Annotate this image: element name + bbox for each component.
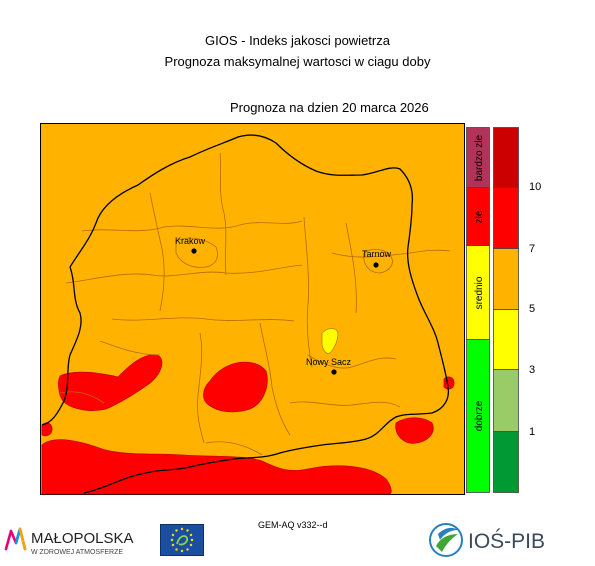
pollution-area-east-edge <box>443 376 455 390</box>
scale-band-bad <box>493 187 519 249</box>
city-marker-nowy-sacz <box>331 369 337 375</box>
category-bardzo-zle-band <box>466 127 490 188</box>
pollution-area-south <box>41 439 392 495</box>
category-label-dobrze: dobrze <box>474 400 485 431</box>
forecast-map: Krakow Tarnow Nowy Sacz <box>40 123 465 495</box>
high-pollution-areas <box>41 354 455 495</box>
pollution-area-center <box>203 361 268 413</box>
scale-tick-10: 10 <box>529 181 542 193</box>
map-title: GIOS - Indeks jakosci powietrza <box>205 33 390 48</box>
voivodeship-border <box>41 134 450 494</box>
eu-life-logo <box>160 524 204 556</box>
scale-band-sufficient <box>493 248 519 310</box>
scale-tick-1: 1 <box>529 426 536 438</box>
city-label-nowy-sacz: Nowy Sacz <box>306 357 352 367</box>
svg-text:MAŁOPOLSKA: MAŁOPOLSKA <box>31 530 134 547</box>
svg-text:IOŚ-PIB: IOŚ-PIB <box>468 529 545 553</box>
category-label-zle: zle <box>474 210 485 223</box>
forecast-date: Prognoza na dzien 20 marca 2026 <box>230 100 429 115</box>
svg-text:W ZDROWEJ ATMOSFERZE: W ZDROWEJ ATMOSFERZE <box>31 549 123 556</box>
index-color-scale <box>493 127 519 493</box>
category-label-srednio: srednio <box>474 276 485 309</box>
scale-tick-7: 7 <box>529 243 536 255</box>
moderate-area-nowy-sacz <box>321 328 339 354</box>
city-marker-tarnow <box>373 262 379 268</box>
map-subtitle: Prognoza maksymalnej wartosci w ciagu do… <box>164 54 431 69</box>
scale-band-moderate <box>493 309 519 370</box>
category-label-bardzo-zle: bardzo zle <box>474 134 485 181</box>
category-legend: dobrze srednio zle bardzo zle <box>466 127 490 493</box>
scale-tick-3: 3 <box>529 364 536 376</box>
city-label-krakow: Krakow <box>175 236 206 246</box>
city-label-tarnow: Tarnow <box>362 249 392 259</box>
pollution-area-west <box>58 354 163 411</box>
scale-band-very-bad <box>493 127 519 188</box>
map-frame <box>40 123 465 495</box>
city-marker-krakow <box>191 248 197 254</box>
county-borders <box>59 152 451 456</box>
pollution-area-southeast <box>395 417 434 444</box>
malopolska-logo: MAŁOPOLSKA W ZDROWEJ ATMOSFERZE <box>4 527 134 556</box>
scale-tick-5: 5 <box>529 303 536 315</box>
ios-pib-logo: IOŚ-PIB <box>429 523 545 557</box>
scale-band-very-good <box>493 431 519 493</box>
city-markers <box>191 248 379 375</box>
model-version: GEM-AQ v332--d <box>258 520 328 530</box>
scale-band-good <box>493 369 519 432</box>
